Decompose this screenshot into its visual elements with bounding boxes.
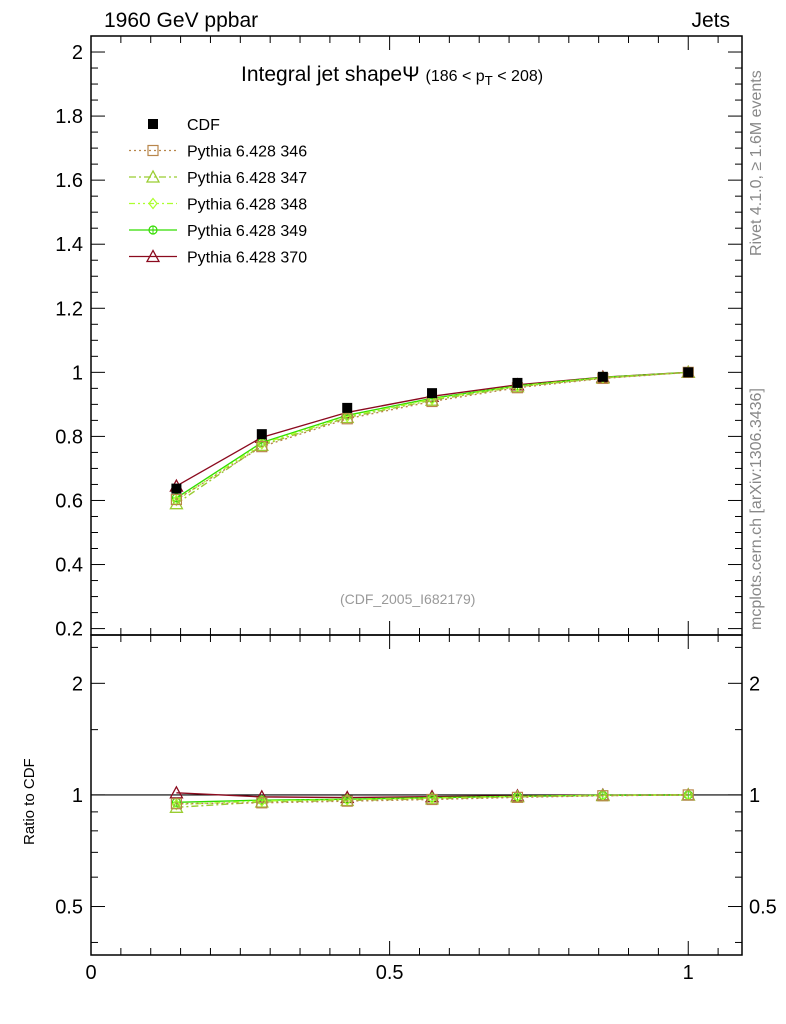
ratio-series-pythia-6-428-346	[170, 789, 694, 810]
main-data-point	[683, 367, 694, 378]
plot-title-symbol: Ψ	[402, 63, 420, 86]
main-data-point	[427, 388, 438, 399]
ratio-data-point	[169, 799, 184, 813]
main-data-point	[256, 441, 268, 453]
main-data-point	[341, 413, 353, 425]
legend-label: Pythia 6.428 349	[187, 223, 307, 240]
legend-entry: Pythia 6.428 347	[129, 169, 307, 187]
legend-label: Pythia 6.428 348	[187, 197, 307, 214]
ratio-y-tick-label-right: 2	[749, 673, 760, 695]
main-data-point	[169, 496, 184, 510]
ratio-data-point	[171, 798, 182, 811]
ratio-data-point	[340, 793, 355, 807]
main-series-pythia-6-428-370	[169, 364, 696, 492]
main-y-tick-label: 1.8	[55, 106, 83, 128]
plot-title-text: Integral jet shape	[241, 63, 403, 86]
legend-marker	[148, 197, 158, 210]
ratio-data-point	[597, 790, 609, 802]
main-series-pythia-6-428-347	[169, 364, 696, 510]
analysis-id: (CDF_2005_I682179)	[340, 591, 476, 607]
x-tick-label: 0.5	[376, 962, 404, 984]
legend-marker	[147, 144, 159, 157]
ratio-data-point	[426, 793, 438, 806]
legend-label: Pythia 6.428 347	[187, 170, 307, 187]
x-tick-label: 0	[85, 962, 96, 984]
ratio-data-point	[341, 795, 353, 807]
legend-entry: Pythia 6.428 346	[129, 144, 307, 161]
ratio-y-tick-label: 2	[72, 673, 83, 695]
main-y-tick-label: 1.4	[55, 234, 83, 256]
main-data-point	[597, 371, 608, 382]
main-data-point	[342, 402, 353, 413]
legend-entry: Pythia 6.428 348	[129, 197, 307, 214]
process-label: Jets	[691, 9, 730, 32]
legend-label: Pythia 6.428 370	[187, 250, 307, 267]
ratio-y-tick-label-right: 0.5	[749, 897, 777, 919]
plot-title: Integral jet shapeΨ (186 < pT < 208)	[241, 63, 543, 88]
main-data-point	[512, 377, 523, 388]
main-y-tick-label: 0.6	[55, 490, 83, 512]
ratio-data-point	[256, 797, 268, 809]
legend-marker	[148, 225, 158, 235]
main-data-point	[424, 392, 440, 406]
legend-entry: Pythia 6.428 349	[129, 223, 307, 240]
legend-label: Pythia 6.428 346	[187, 144, 307, 161]
collision-label: 1960 GeV ppbar	[104, 9, 259, 32]
plot-title-range: (186 < pT < 208)	[425, 68, 544, 89]
legend-entry: CDF	[148, 117, 220, 134]
legend-marker	[148, 119, 158, 129]
main-y-tick-label: 2	[72, 42, 83, 64]
ratio-data-point	[511, 791, 524, 803]
main-y-tick-label: 0.2	[55, 619, 83, 641]
legend-marker	[145, 249, 161, 263]
main-data-point	[342, 410, 352, 423]
main-series-line	[176, 371, 689, 501]
ratio-data-point	[257, 795, 267, 807]
main-data-point	[171, 494, 182, 507]
legend-label: CDF	[187, 117, 220, 134]
ratio-y-tick-label: 1	[72, 785, 83, 807]
ratio-series-line	[176, 794, 689, 806]
main-y-tick-label: 0.8	[55, 426, 83, 448]
main-data-point	[254, 438, 269, 452]
ratio-y-tick-label-right: 1	[749, 785, 760, 807]
x-tick-label: 1	[683, 962, 694, 984]
main-y-tick-label: 1.6	[55, 170, 83, 192]
main-data-point	[171, 483, 182, 494]
ratio-data-point	[424, 791, 440, 805]
main-data-point	[256, 429, 267, 440]
main-data-point	[340, 410, 355, 424]
ratio-data-point	[682, 789, 694, 801]
main-y-tick-label: 0.4	[55, 555, 83, 577]
ratio-series-line	[176, 794, 689, 805]
ratio-data-point	[254, 794, 269, 808]
main-series-pythia-6-428-346	[170, 366, 694, 506]
legend-marker	[145, 169, 161, 183]
main-series-pythia-6-428-348	[171, 366, 694, 507]
ratio-data-point	[170, 798, 183, 810]
legend: CDF Pythia 6.428 346 Pythia 6.428 347 Pythi…	[129, 117, 307, 267]
main-data-point	[170, 493, 183, 506]
main-series-cdf	[171, 367, 694, 494]
legend-entry: Pythia 6.428 370	[129, 249, 307, 267]
main-y-tick-label: 1	[72, 362, 83, 384]
ratio-y-tick-label: 0.5	[55, 897, 83, 919]
main-y-tick-label: 1.2	[55, 298, 83, 320]
